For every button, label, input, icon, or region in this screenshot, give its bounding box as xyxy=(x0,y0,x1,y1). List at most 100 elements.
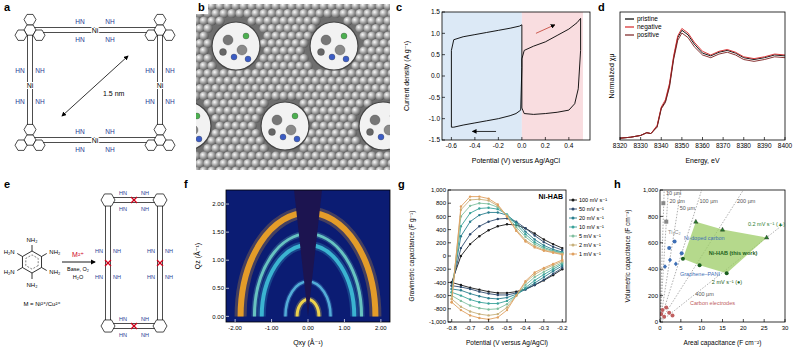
x-tick-label: -0.2 xyxy=(557,325,568,331)
molecular-model xyxy=(196,4,390,170)
amine-label: NH xyxy=(113,248,121,254)
marker-circle xyxy=(469,205,471,207)
x-tick xyxy=(764,137,765,140)
metal-label: Ni xyxy=(92,27,99,34)
metal-node xyxy=(157,260,163,266)
guest-atom xyxy=(370,115,380,125)
marker-circle xyxy=(469,199,471,201)
panel-label: h xyxy=(614,178,621,190)
x-tick-label: -0.4 xyxy=(469,142,481,149)
bond xyxy=(105,200,106,326)
amine-label: HN xyxy=(147,274,155,280)
substituent-label: NH₂ xyxy=(49,249,61,255)
bond xyxy=(17,268,22,271)
x-tick-label: -0.5 xyxy=(502,325,513,331)
x-axis-label: Energy, eV xyxy=(685,157,719,165)
atom xyxy=(303,166,312,170)
atom xyxy=(359,166,368,170)
marker-circle xyxy=(469,212,471,214)
marker-circle xyxy=(497,313,499,315)
y-tick xyxy=(448,203,451,204)
marker-circle xyxy=(524,227,526,229)
atom xyxy=(367,166,376,170)
x-tick-label: -0.6 xyxy=(483,325,494,331)
guest-atom xyxy=(196,136,202,142)
metal-node xyxy=(131,197,137,203)
condition-label: H₂O xyxy=(73,274,84,280)
y-tick xyxy=(448,216,451,217)
y-tick xyxy=(442,12,445,13)
y-tick xyxy=(448,269,451,270)
marker-circle xyxy=(478,295,480,297)
marker-circle xyxy=(487,308,489,310)
marker-circle xyxy=(543,279,545,281)
metal-node xyxy=(131,323,137,329)
marker-circle xyxy=(478,195,480,197)
y-tick-label: -600 xyxy=(434,293,447,299)
amine-label: HN xyxy=(119,190,127,196)
thickness-line xyxy=(660,190,785,322)
y-tick-label: -400 xyxy=(434,280,447,286)
y-tick-label: 600 xyxy=(436,214,447,220)
guest-atom xyxy=(231,54,237,60)
guest-atom xyxy=(243,33,249,39)
y-tick xyxy=(226,288,229,289)
plot-frame xyxy=(660,190,785,322)
marker-circle xyxy=(497,218,499,220)
marker-circle xyxy=(506,309,508,311)
thickness-line xyxy=(660,190,785,322)
guest-atom xyxy=(384,125,390,135)
marker-circle xyxy=(552,246,554,248)
amine-label: NH xyxy=(141,316,149,322)
marker-circle xyxy=(478,307,480,309)
annotation: Ni-HAB (this work) xyxy=(709,250,758,256)
y-tick-label: 200 xyxy=(436,240,447,246)
y-tick-label: -1.0 xyxy=(429,115,441,122)
marker-diamond xyxy=(674,262,678,267)
amine-label: NH xyxy=(35,98,45,105)
x-tick-label: -0.4 xyxy=(520,325,531,331)
distance-arrow xyxy=(62,56,128,116)
pore xyxy=(212,22,260,70)
amine-label: NH xyxy=(105,36,115,43)
marker-circle xyxy=(497,211,499,213)
marker-circle xyxy=(450,301,452,303)
marker-circle xyxy=(664,305,668,309)
y-tick xyxy=(448,190,451,191)
bond xyxy=(17,254,22,257)
marker-circle xyxy=(469,195,471,197)
marker-circle xyxy=(497,298,499,300)
panel-label: e xyxy=(4,178,10,190)
amine-label: HN xyxy=(75,128,85,135)
y-tick xyxy=(442,118,445,119)
legend-marker xyxy=(572,208,575,211)
bond xyxy=(108,202,160,203)
marker-circle xyxy=(506,296,508,298)
x-tick xyxy=(568,137,569,140)
atom xyxy=(331,9,340,18)
amine-label: NH xyxy=(141,190,149,196)
marker-circle xyxy=(552,243,554,245)
marker-circle xyxy=(543,249,545,251)
y-axis-label: Volumetric capacitance (F cm⁻³) xyxy=(624,209,632,302)
bond xyxy=(32,245,33,251)
x-tick xyxy=(723,137,724,140)
y-tick-label: 400 xyxy=(648,266,659,272)
x-tick xyxy=(470,319,471,322)
legend-swatch xyxy=(569,200,577,201)
amine-label: HN xyxy=(145,98,155,105)
ni-hab-region xyxy=(683,222,767,273)
x-tick-label: 10 xyxy=(698,325,705,331)
atom xyxy=(327,166,336,170)
y-tick xyxy=(660,216,663,217)
amine-label: HN xyxy=(145,67,155,74)
marker-circle xyxy=(543,250,545,252)
marker-circle xyxy=(478,317,480,319)
thickness-line xyxy=(660,190,785,322)
y-tick xyxy=(660,269,663,270)
marker-circle xyxy=(478,225,480,227)
atom xyxy=(311,166,320,170)
label-background xyxy=(196,1,208,14)
marker-circle xyxy=(524,233,526,235)
substituent-label: H₂N xyxy=(4,249,15,255)
